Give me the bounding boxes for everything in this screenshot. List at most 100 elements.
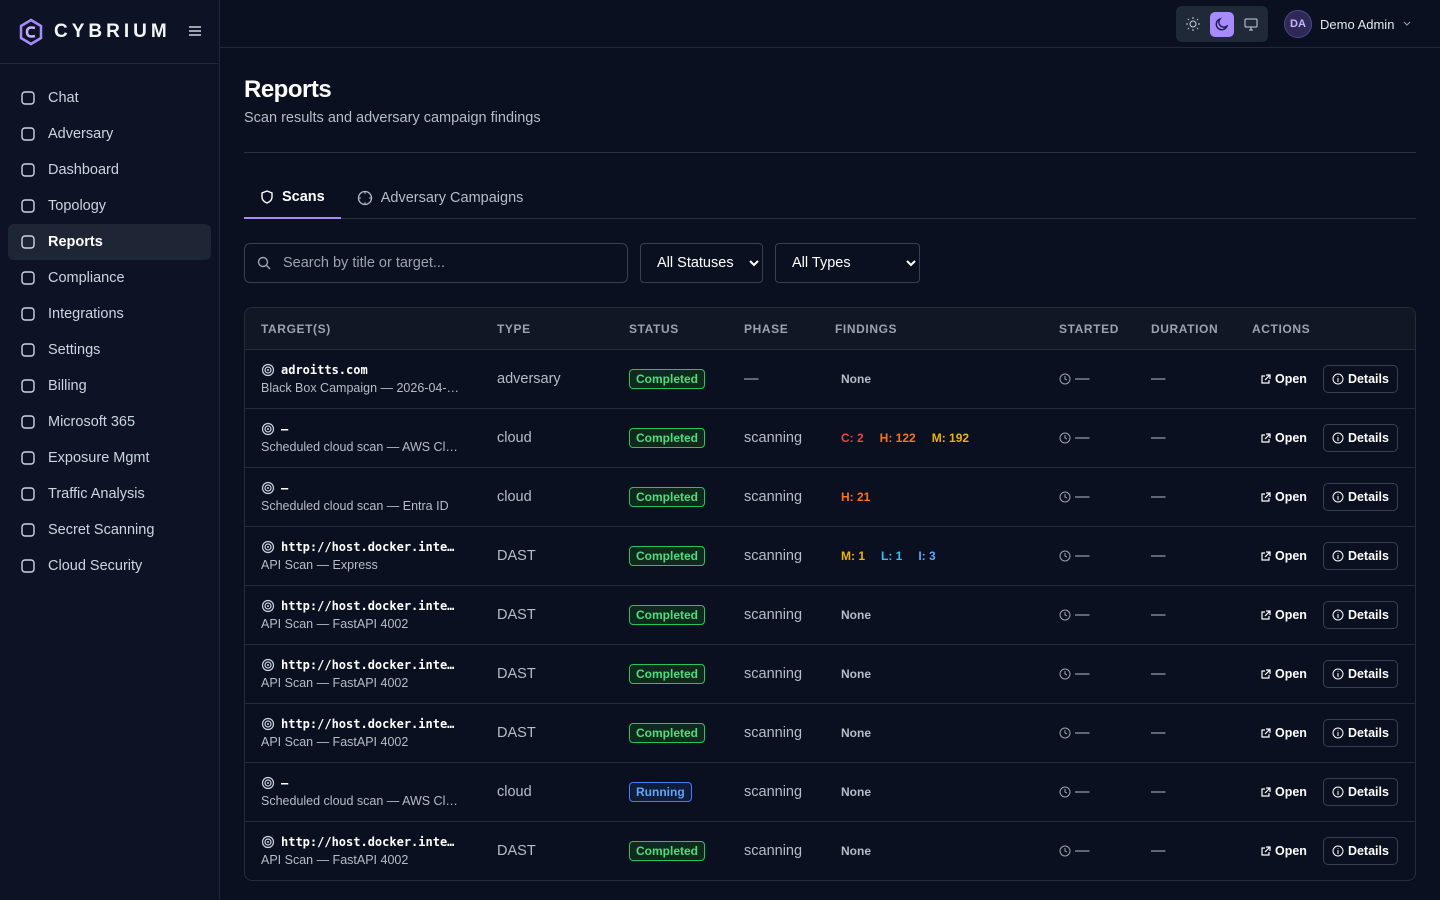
findings: None xyxy=(835,667,1059,681)
phase: scanning xyxy=(744,548,803,564)
icon xyxy=(261,658,275,672)
details-button[interactable]: Details xyxy=(1322,837,1398,865)
light-theme[interactable] xyxy=(1181,12,1206,37)
report-title: API Scan — Express xyxy=(261,558,378,572)
nav-item[interactable]: Reports xyxy=(8,224,211,260)
user-name: Demo Admin xyxy=(1320,16,1395,32)
dark-theme[interactable] xyxy=(1209,11,1235,37)
finding-count: L: 1 xyxy=(881,549,903,563)
finding-count: C: 2 xyxy=(841,431,864,445)
nav-label: Reports xyxy=(48,234,103,250)
nav-label: Microsoft 365 xyxy=(48,414,136,430)
page-title: Reports xyxy=(244,76,332,103)
status-filter[interactable]: All Statuses xyxy=(640,243,763,283)
actions: Open Details xyxy=(1252,837,1415,865)
target: http://host.docker.inte… xyxy=(261,658,497,672)
icon xyxy=(1059,668,1071,680)
open-button[interactable]: Open xyxy=(1260,490,1307,504)
filters: All Statuses All Types xyxy=(244,243,1416,283)
button-label: Details xyxy=(1347,844,1389,858)
icon xyxy=(1260,373,1271,385)
details-button[interactable]: Details xyxy=(1322,601,1398,629)
open-button[interactable]: Open xyxy=(1260,667,1307,681)
button-label: Details xyxy=(1347,667,1389,681)
report-title: Scheduled cloud scan — AWS Cl… xyxy=(261,440,458,454)
finding-count: H: 122 xyxy=(879,431,916,445)
details-button[interactable]: Details xyxy=(1322,660,1398,688)
target-cell: http://host.docker.inte… API Scan — FastA… xyxy=(261,658,497,690)
table-row: – Scheduled cloud scan — AWS Cl… cloud Runn… xyxy=(245,762,1415,821)
nav-item[interactable]: Cloud Security xyxy=(8,548,211,584)
type: cloud xyxy=(497,430,532,446)
open-button[interactable]: Open xyxy=(1260,785,1307,799)
nav-item[interactable]: Compliance xyxy=(8,260,211,296)
started-value: — xyxy=(1075,430,1090,446)
report-title: API Scan — FastAPI 4002 xyxy=(261,853,409,867)
icon xyxy=(20,414,36,430)
open-button[interactable]: Open xyxy=(1260,726,1307,740)
type: DAST xyxy=(497,607,536,623)
started-value: — xyxy=(1075,489,1090,505)
details-button[interactable]: Details xyxy=(1322,483,1398,511)
details-button[interactable]: Details xyxy=(1322,365,1398,393)
tab[interactable]: Scans xyxy=(244,177,341,219)
duration: — xyxy=(1151,843,1166,859)
details-button[interactable]: Details xyxy=(1322,778,1398,806)
icon xyxy=(1059,609,1071,621)
open-button[interactable]: Open xyxy=(1260,608,1307,622)
phase: scanning xyxy=(744,489,803,505)
nav-item[interactable]: Dashboard xyxy=(8,152,211,188)
nav-item[interactable]: Microsoft 365 xyxy=(8,404,211,440)
type-filter[interactable]: All Types xyxy=(775,243,920,283)
nav-label: Exposure Mgmt xyxy=(48,450,150,466)
open-button[interactable]: Open xyxy=(1260,844,1307,858)
icon xyxy=(20,162,36,178)
nav-item[interactable]: Billing xyxy=(8,368,211,404)
icon xyxy=(1059,727,1071,739)
column-header: STATUS xyxy=(629,321,679,336)
status-cell: Completed xyxy=(629,487,744,507)
nav-item[interactable]: Topology xyxy=(8,188,211,224)
tab[interactable]: Adversary Campaigns xyxy=(341,177,540,219)
sidebar: CYBRIUM Chat Adversary Dashboard Topology Re… xyxy=(0,0,220,900)
started: — xyxy=(1059,371,1151,387)
icon xyxy=(20,378,36,394)
phase: scanning xyxy=(744,843,803,859)
nav-item[interactable]: Exposure Mgmt xyxy=(8,440,211,476)
icon xyxy=(261,422,275,436)
button-label: Open xyxy=(1275,372,1307,386)
actions: Open Details xyxy=(1252,365,1415,393)
report-title: API Scan — FastAPI 4002 xyxy=(261,676,409,690)
icon xyxy=(1260,491,1271,503)
nav-item[interactable]: Traffic Analysis xyxy=(8,476,211,512)
icon xyxy=(1260,786,1271,798)
nav-item[interactable]: Secret Scanning xyxy=(8,512,211,548)
open-button[interactable]: Open xyxy=(1260,549,1307,563)
finding-count: I: 3 xyxy=(918,549,936,563)
nav-item[interactable]: Adversary xyxy=(8,116,211,152)
status-cell: Completed xyxy=(629,546,744,566)
open-button[interactable]: Open xyxy=(1260,372,1307,386)
system-theme[interactable] xyxy=(1238,12,1263,37)
details-button[interactable]: Details xyxy=(1322,542,1398,570)
content: Reports Scan results and adversary campa… xyxy=(244,48,1416,881)
icon xyxy=(20,486,36,502)
icon xyxy=(20,450,36,466)
type: adversary xyxy=(497,371,561,387)
nav-item[interactable]: Settings xyxy=(8,332,211,368)
icon xyxy=(20,126,36,142)
open-button[interactable]: Open xyxy=(1260,431,1307,445)
search-box xyxy=(244,243,628,283)
details-button[interactable]: Details xyxy=(1322,424,1398,452)
column-header: TARGET(S) xyxy=(261,321,331,336)
icon xyxy=(20,90,36,106)
status-cell: Completed xyxy=(629,605,744,625)
nav-item[interactable]: Integrations xyxy=(8,296,211,332)
brand: CYBRIUM xyxy=(0,0,219,64)
search-input[interactable] xyxy=(281,254,601,272)
nav-item[interactable]: Chat xyxy=(8,80,211,116)
user-menu[interactable]: DA Demo Admin xyxy=(1284,10,1412,38)
details-button[interactable]: Details xyxy=(1322,719,1398,747)
menu-toggle[interactable] xyxy=(188,24,202,38)
target-cell: http://host.docker.inte… API Scan — FastA… xyxy=(261,717,497,749)
